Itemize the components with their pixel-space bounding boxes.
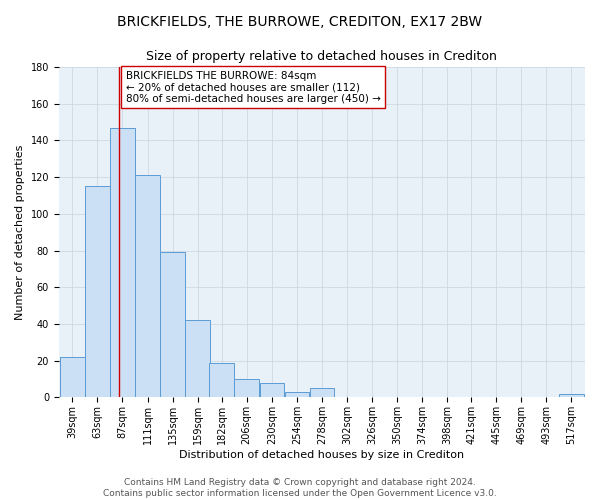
Text: BRICKFIELDS, THE BURROWE, CREDITON, EX17 2BW: BRICKFIELDS, THE BURROWE, CREDITON, EX17… xyxy=(118,15,482,29)
Bar xyxy=(209,362,234,398)
Bar xyxy=(185,320,210,398)
Bar xyxy=(284,392,309,398)
Bar xyxy=(60,357,85,398)
Text: Contains HM Land Registry data © Crown copyright and database right 2024.
Contai: Contains HM Land Registry data © Crown c… xyxy=(103,478,497,498)
Bar xyxy=(85,186,110,398)
Bar xyxy=(235,379,259,398)
Text: BRICKFIELDS THE BURROWE: 84sqm
← 20% of detached houses are smaller (112)
80% of: BRICKFIELDS THE BURROWE: 84sqm ← 20% of … xyxy=(125,70,380,104)
Y-axis label: Number of detached properties: Number of detached properties xyxy=(15,144,25,320)
Bar xyxy=(135,176,160,398)
Bar xyxy=(310,388,334,398)
Bar xyxy=(110,128,135,398)
Bar xyxy=(160,252,185,398)
X-axis label: Distribution of detached houses by size in Crediton: Distribution of detached houses by size … xyxy=(179,450,464,460)
Title: Size of property relative to detached houses in Crediton: Size of property relative to detached ho… xyxy=(146,50,497,63)
Bar xyxy=(260,382,284,398)
Bar xyxy=(559,394,584,398)
